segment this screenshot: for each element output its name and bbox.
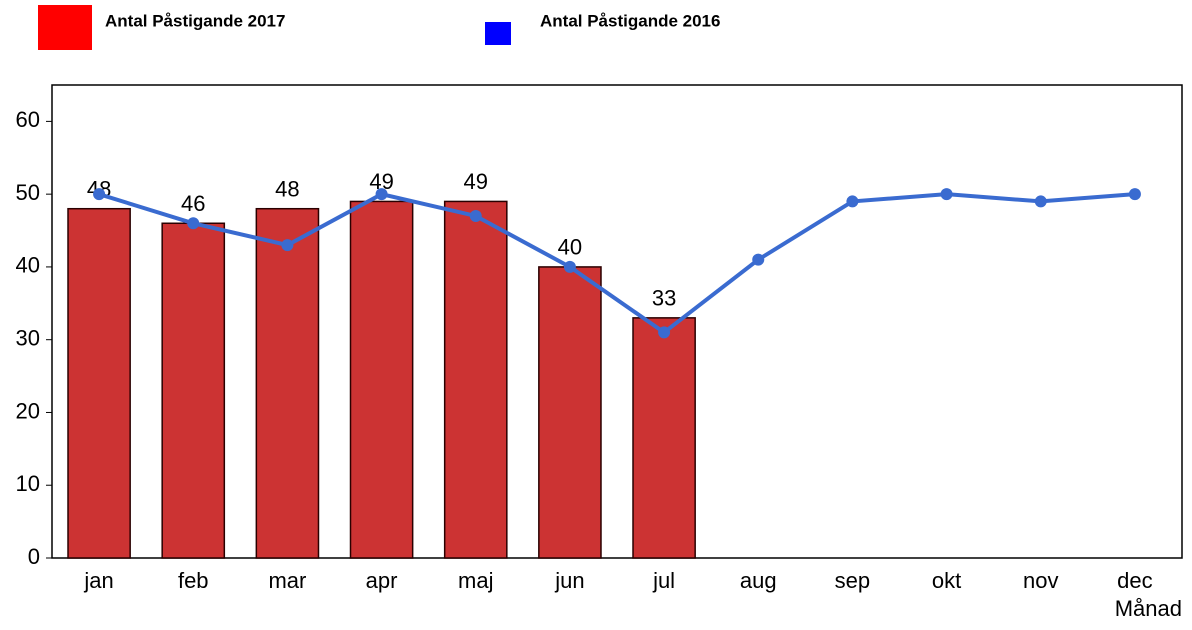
x-tick-label: dec: [1117, 568, 1152, 593]
line-point: [658, 326, 671, 339]
line-point: [375, 188, 388, 201]
legend-label: Antal Påstigande 2016: [540, 11, 720, 30]
x-tick-label: okt: [932, 568, 961, 593]
y-tick-label: 40: [16, 253, 40, 278]
x-tick-label: jul: [652, 568, 675, 593]
y-tick-label: 30: [16, 326, 40, 351]
x-tick-label: apr: [366, 568, 398, 593]
legend-swatch: [38, 5, 92, 50]
x-tick-label: nov: [1023, 568, 1058, 593]
bar: [443, 200, 508, 559]
line: [98, 192, 1136, 335]
x-tick-label: maj: [458, 568, 493, 593]
x-tick-label: feb: [178, 568, 209, 593]
line-point: [187, 217, 200, 230]
y-tick-label: 60: [16, 107, 40, 132]
plot-frame: [51, 84, 1183, 559]
value-label: 49: [464, 169, 488, 194]
line-point: [469, 209, 482, 222]
y-tick-label: 10: [16, 471, 40, 496]
bar: [161, 222, 226, 559]
bar: [538, 266, 602, 559]
line-point: [1034, 195, 1047, 208]
line-point: [93, 188, 106, 201]
bar: [67, 207, 131, 559]
bar: [255, 207, 320, 559]
bar: [349, 200, 414, 559]
value-label: 40: [558, 235, 582, 260]
value-label: 46: [181, 191, 205, 216]
line-point: [940, 188, 953, 201]
y-tick-label: 20: [16, 398, 40, 423]
value-label: 33: [652, 286, 676, 311]
y-tick-label: 50: [16, 180, 40, 205]
legend-label: Antal Påstigande 2017: [105, 11, 285, 30]
line-point: [281, 239, 294, 252]
y-tick-label: 0: [28, 544, 40, 569]
bar: [632, 317, 696, 559]
line-point: [752, 253, 765, 266]
legend-swatch: [485, 22, 511, 45]
x-tick-label: mar: [268, 568, 306, 593]
line-point: [563, 260, 576, 273]
x-tick-label: jun: [554, 568, 584, 593]
value-label: 48: [275, 177, 299, 202]
x-tick-label: sep: [835, 568, 870, 593]
x-tick-label: aug: [740, 568, 777, 593]
x-axis-label: Månad: [1115, 596, 1182, 621]
x-tick-label: jan: [83, 568, 113, 593]
line-point: [1128, 188, 1141, 201]
line-point: [846, 195, 859, 208]
